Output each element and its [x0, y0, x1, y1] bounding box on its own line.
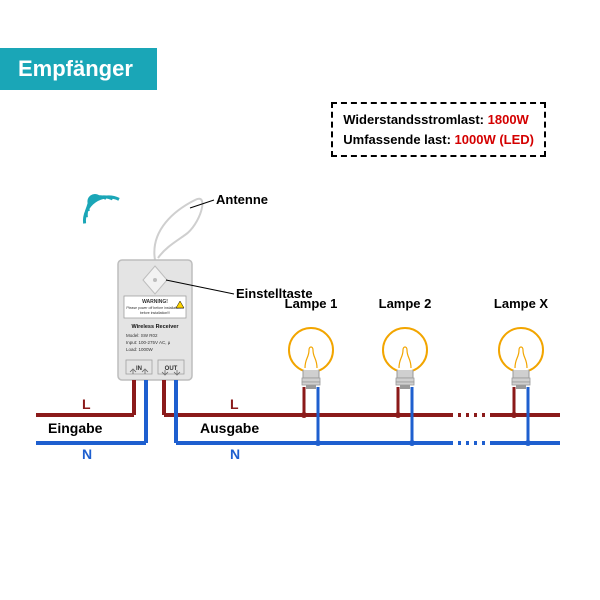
out-terminal: OUT — [165, 366, 178, 372]
model: Model: SW R02 — [126, 333, 158, 338]
svg-text:before installation!!!: before installation!!! — [140, 311, 170, 315]
bulb-lamp2 — [383, 328, 427, 389]
warning-line: Please power off before installation!!! — [126, 306, 183, 310]
wifi-icon — [74, 185, 119, 224]
diagram-svg: WARNING! Please power off before install… — [0, 0, 600, 600]
load-spec: Load: 1000W — [126, 347, 154, 352]
in-terminal: IN — [136, 366, 142, 372]
warning-title: WARNING! — [142, 299, 168, 305]
input-spec: Input: 100-275V AC, μ — [126, 340, 171, 345]
antenna-wire — [154, 199, 202, 260]
bulb-lamp1 — [289, 328, 333, 389]
bulb-lampx — [499, 328, 543, 389]
product-name: Wireless Receiver — [131, 324, 179, 330]
receiver-module: WARNING! Please power off before install… — [118, 260, 192, 380]
